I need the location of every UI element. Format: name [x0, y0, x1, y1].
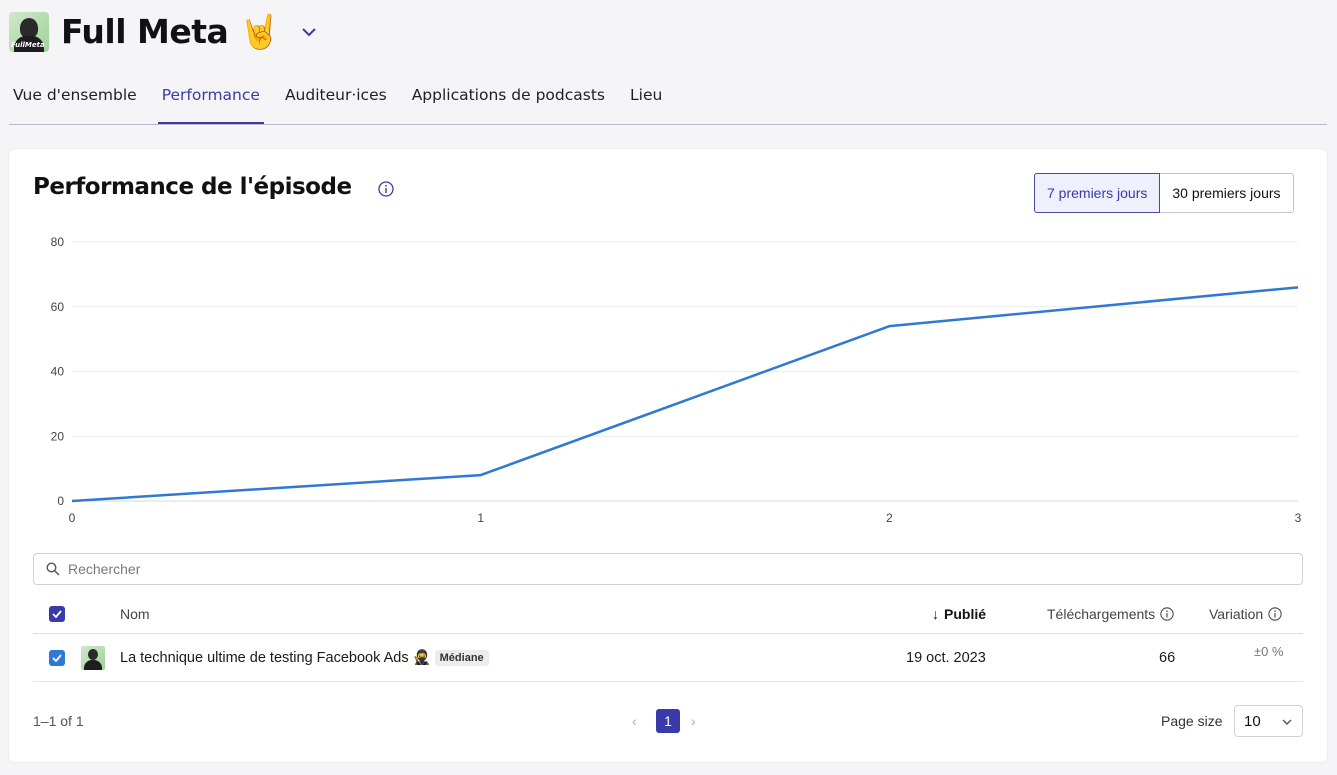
- podcast-emoji: 🤘: [239, 12, 280, 51]
- podcast-avatar: FullMeta: [9, 12, 49, 52]
- period-30-days-button[interactable]: 30 premiers jours: [1160, 173, 1294, 213]
- info-icon[interactable]: [1268, 607, 1282, 621]
- page-size-value: 10: [1244, 712, 1261, 730]
- episode-name[interactable]: La technique ultime de testing Facebook …: [120, 649, 409, 666]
- podcast-title-text: Full Meta: [61, 12, 229, 51]
- column-variation[interactable]: Variation: [1209, 595, 1282, 633]
- sort-desc-icon: ↓: [932, 606, 939, 622]
- tab-performance[interactable]: Performance: [157, 76, 264, 124]
- search-input[interactable]: [68, 561, 1268, 577]
- check-icon: [52, 653, 62, 662]
- page-1-button[interactable]: 1: [656, 709, 680, 733]
- x-tick-label: 0: [69, 511, 76, 525]
- episode-thumbnail: [81, 645, 105, 670]
- y-tick-label: 60: [51, 300, 65, 314]
- tab-location[interactable]: Lieu: [630, 86, 663, 104]
- median-badge: Médiane: [434, 649, 489, 666]
- column-downloads-label: Téléchargements: [1047, 606, 1156, 622]
- search-bar[interactable]: [33, 553, 1303, 585]
- table-row[interactable]: La technique ultime de testing Facebook …: [33, 634, 1303, 682]
- published-date: 19 oct. 2023: [906, 649, 986, 666]
- column-variation-label: Variation: [1209, 606, 1264, 622]
- check-icon: [52, 610, 62, 618]
- info-icon[interactable]: [1160, 607, 1174, 621]
- column-published-label: Publié: [944, 606, 987, 622]
- tab-podcast-apps[interactable]: Applications de podcasts: [411, 86, 606, 104]
- chevron-down-icon: [1282, 719, 1292, 725]
- info-icon[interactable]: [378, 181, 394, 197]
- pagination-range: 1–1 of 1: [33, 713, 84, 729]
- y-tick-label: 80: [51, 235, 65, 249]
- downloads-value: 66: [1159, 649, 1176, 666]
- tab-bar: Vue d'ensemble Performance Auditeur·ices…: [9, 76, 1327, 125]
- series-line: [71, 286, 1299, 503]
- tab-listeners[interactable]: Auditeur·ices: [284, 86, 387, 104]
- podcast-title: Full Meta 🤘: [61, 12, 280, 52]
- podcast-header: FullMeta Full Meta 🤘: [9, 12, 316, 52]
- table-footer: 1–1 of 1 ‹ 1 › Page size 10: [33, 705, 1303, 737]
- period-selector: 7 premiers jours 30 premiers jours: [1034, 173, 1294, 213]
- episode-name-cell[interactable]: La technique ultime de testing Facebook …: [120, 634, 489, 681]
- period-7-days-button[interactable]: 7 premiers jours: [1034, 173, 1161, 213]
- row-checkbox[interactable]: [49, 649, 65, 666]
- tab-overview[interactable]: Vue d'ensemble: [13, 86, 137, 104]
- chevron-right-icon[interactable]: ›: [691, 713, 696, 729]
- y-tick-label: 20: [51, 429, 65, 443]
- select-all-checkbox[interactable]: [49, 606, 65, 622]
- y-tick-label: 40: [51, 365, 65, 379]
- x-tick-label: 2: [886, 511, 893, 525]
- chevron-left-icon[interactable]: ‹: [632, 713, 637, 729]
- x-tick-label: 3: [1295, 511, 1302, 525]
- table-header: Nom ↓ Publié Téléchargements Variation: [33, 595, 1303, 634]
- column-published[interactable]: ↓ Publié: [932, 595, 986, 633]
- performance-line-chart: 0 20 40 60 80 0 1 2 3: [51, 235, 1302, 525]
- y-tick-label: 0: [57, 494, 64, 508]
- variation-value: ±0 %: [1254, 644, 1284, 659]
- episode-performance-card: Performance de l'épisode 7 premiers jour…: [9, 149, 1327, 762]
- page-size-label: Page size: [1161, 713, 1223, 729]
- x-tick-label: 1: [477, 511, 484, 525]
- column-name[interactable]: Nom: [120, 606, 150, 622]
- avatar-tag: FullMeta: [11, 41, 45, 49]
- column-downloads[interactable]: Téléchargements: [1047, 595, 1174, 633]
- search-icon: [46, 562, 60, 576]
- card-title: Performance de l'épisode: [33, 174, 352, 200]
- chevron-down-icon[interactable]: [302, 25, 316, 39]
- episode-emoji: 🥷: [412, 650, 431, 666]
- page-size-select[interactable]: 10: [1234, 705, 1303, 737]
